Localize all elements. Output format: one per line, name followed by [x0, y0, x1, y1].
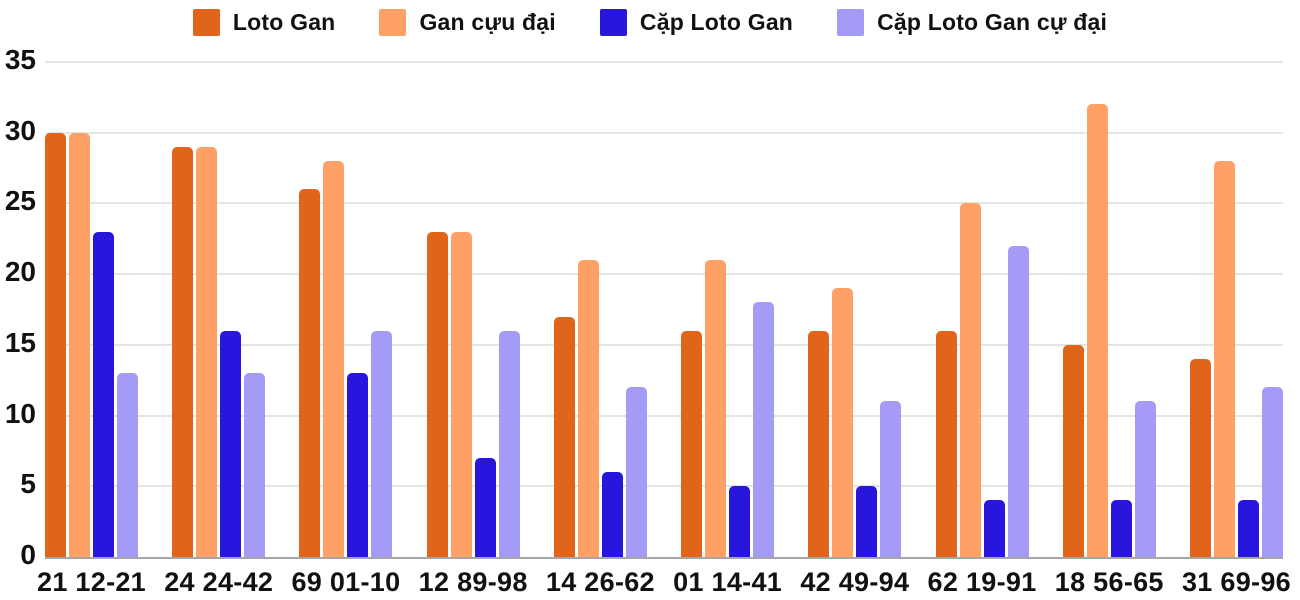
bar-loto-gan[interactable] — [172, 146, 194, 557]
bar-cap-loto-gan-cu-dai[interactable] — [1007, 245, 1029, 557]
y-axis-tick-label: 35 — [4, 44, 36, 75]
bar-cap-loto-gan[interactable] — [347, 373, 369, 557]
bar-group: 42 49-94 — [800, 62, 909, 597]
bar-gan-cuu-dai[interactable] — [832, 288, 854, 557]
gridline — [45, 273, 1283, 276]
bar-gan-cuu-dai[interactable] — [577, 260, 599, 557]
bar-gan-cuu-dai[interactable] — [69, 132, 90, 557]
bar-gan-cuu-dai[interactable] — [196, 146, 218, 557]
x-axis-label: 42 49-94 — [800, 567, 910, 597]
bar-cap-loto-gan[interactable] — [1237, 500, 1259, 557]
bar-group: 24 24-42 — [164, 62, 273, 597]
legend: Loto Gan Gan cựu đại Cặp Loto Gan Cặp Lo… — [0, 5, 1300, 39]
y-axis-labels: 0 5 10 15 20 25 30 35 — [0, 45, 36, 570]
y-axis-tick-label: 5 — [20, 468, 36, 500]
legend-swatch-cap-loto-gan — [599, 8, 627, 36]
bar-cap-loto-gan[interactable] — [1110, 500, 1132, 557]
bar-loto-gan[interactable] — [45, 132, 66, 557]
y-axis-tick-label: 25 — [4, 185, 36, 217]
legend-item-gan-cuu-dai[interactable]: Gan cựu đại — [379, 8, 556, 36]
bar-gan-cuu-dai[interactable] — [1086, 104, 1108, 557]
bar-gan-cuu-dai[interactable] — [1213, 161, 1235, 557]
bar-loto-gan[interactable] — [935, 330, 957, 557]
bar-cap-loto-gan-cu-dai[interactable] — [498, 330, 520, 557]
bar-loto-gan[interactable] — [1189, 359, 1211, 557]
y-axis-tick-label: 30 — [4, 114, 36, 146]
bar-cap-loto-gan-cu-dai[interactable] — [117, 373, 138, 557]
bar-loto-gan[interactable] — [808, 330, 830, 557]
bar-gan-cuu-dai[interactable] — [959, 203, 981, 557]
x-axis-label: 12 89-98 — [418, 567, 528, 597]
bar-group: 14 26-62 — [546, 62, 655, 597]
bar-cap-loto-gan[interactable] — [220, 330, 242, 557]
x-axis-label: 18 56-65 — [1054, 567, 1164, 597]
y-axis-tick-label: 20 — [4, 256, 36, 288]
y-axis-tick-label: 10 — [4, 397, 36, 429]
bar-group: 18 56-65 — [1055, 62, 1163, 597]
bar-cap-loto-gan[interactable] — [93, 231, 114, 557]
bar-cap-loto-gan-cu-dai[interactable] — [753, 302, 775, 557]
bar-cap-loto-gan-cu-dai[interactable] — [371, 330, 393, 557]
y-axis-tick-label: 0 — [20, 539, 36, 570]
gridline — [45, 202, 1283, 205]
bar-cap-loto-gan-cu-dai[interactable] — [880, 401, 902, 557]
bar-group: 12 89-98 — [419, 62, 527, 597]
legend-label: Cặp Loto Gan cự đại — [877, 8, 1108, 35]
legend-item-cap-loto-gan[interactable]: Cặp Loto Gan — [599, 8, 794, 36]
gridline — [45, 485, 1283, 488]
bar-loto-gan[interactable] — [681, 330, 703, 557]
bar-cap-loto-gan-cu-dai[interactable] — [1134, 401, 1156, 557]
bar-loto-gan[interactable] — [426, 231, 448, 557]
x-axis-label: 24 24-42 — [164, 567, 274, 597]
gridline — [45, 343, 1283, 346]
legend-label: Cặp Loto Gan — [639, 8, 794, 35]
bar-group: 01 14-41 — [673, 62, 782, 597]
bar-cap-loto-gan[interactable] — [856, 486, 878, 557]
x-axis-label: 31 69-96 — [1181, 567, 1291, 597]
bar-group: 69 01-10 — [291, 62, 400, 597]
plot-area: 21 12-21 24 24-42 69 01-10 12 89-98 14 26-62… — [37, 61, 1291, 597]
x-axis-label: 21 12-21 — [37, 567, 146, 597]
x-axis-label: 62 19-91 — [927, 567, 1037, 597]
legend-item-loto-gan[interactable]: Loto Gan — [192, 8, 336, 36]
legend-swatch-cap-loto-gan-cu-dai — [837, 8, 865, 36]
gridline — [45, 414, 1283, 417]
x-axis-label: 01 14-41 — [673, 567, 783, 597]
bar-group: 62 19-91 — [928, 62, 1036, 597]
legend-swatch-gan-cuu-dai — [379, 8, 407, 36]
x-axis-label: 69 01-10 — [291, 567, 401, 597]
bar-cap-loto-gan[interactable] — [474, 458, 496, 557]
gridline — [45, 61, 1283, 63]
x-axis-label: 14 26-62 — [545, 567, 655, 597]
legend-label: Loto Gan — [232, 8, 336, 35]
bar-gan-cuu-dai[interactable] — [323, 161, 345, 557]
legend-item-cap-loto-gan-cu-dai[interactable]: Cặp Loto Gan cự đại — [837, 8, 1108, 36]
bar-group: 31 69-96 — [1182, 62, 1291, 597]
legend-label: Gan cựu đại — [419, 8, 556, 35]
bar-loto-gan[interactable] — [299, 189, 321, 557]
bar-gan-cuu-dai[interactable] — [705, 260, 727, 557]
bar-cap-loto-gan-cu-dai[interactable] — [244, 373, 266, 557]
bar-cap-loto-gan-cu-dai[interactable] — [1261, 387, 1283, 557]
y-axis-tick-label: 15 — [4, 326, 36, 358]
legend-swatch-loto-gan — [192, 8, 220, 36]
bar-cap-loto-gan[interactable] — [729, 486, 751, 557]
bar-gan-cuu-dai[interactable] — [450, 231, 472, 557]
bar-group: 21 12-21 — [37, 62, 146, 597]
bar-cap-loto-gan[interactable] — [983, 500, 1005, 557]
bar-cap-loto-gan-cu-dai[interactable] — [625, 387, 647, 557]
bar-loto-gan[interactable] — [553, 316, 575, 557]
bar-cap-loto-gan[interactable] — [601, 472, 623, 557]
gridline — [45, 131, 1283, 134]
bar-loto-gan[interactable] — [1062, 344, 1084, 557]
